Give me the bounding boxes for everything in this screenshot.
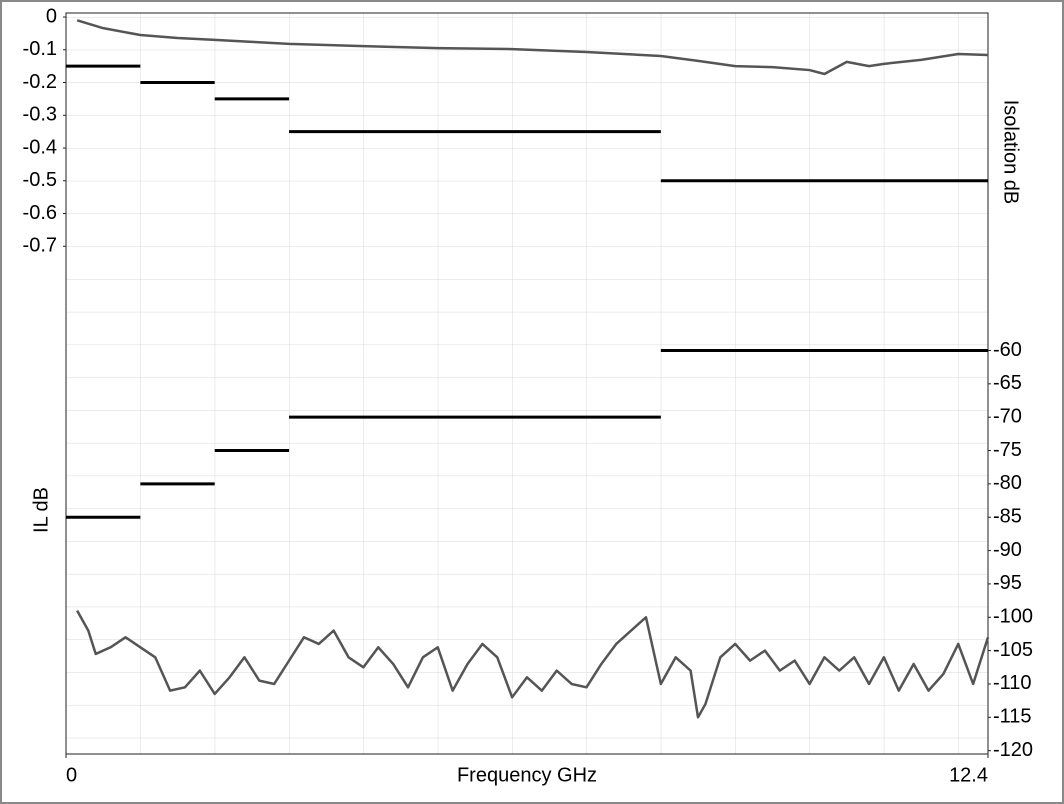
y2-tick-label: -85 [993, 506, 1022, 528]
y-tick-label: -0.7 [23, 235, 57, 257]
y2-tick-label: -70 [993, 405, 1022, 427]
y2-tick-label: -80 [993, 472, 1022, 494]
trace-line [76, 609, 990, 719]
y2-tick-label: -90 [993, 539, 1022, 561]
y2-tick-label: -120 [993, 739, 1033, 761]
y-tick-label: -0.3 [23, 104, 57, 126]
y2-tick-label: -110 [993, 672, 1032, 694]
y-tick-label: -0.6 [23, 202, 57, 224]
y2-tick-label: -75 [993, 439, 1022, 461]
y-tick-label: -0.5 [23, 169, 57, 191]
y2-tick-label: -65 [993, 372, 1022, 394]
y2-tick-label: -95 [993, 572, 1022, 594]
y2-tick-label: -100 [993, 606, 1033, 628]
y-tick-label: -0.4 [23, 136, 57, 158]
x-axis-label: Frequency GHz [457, 764, 597, 786]
y-tick-label: 0 [46, 5, 57, 27]
x-tick-label: 0 [66, 764, 77, 786]
y-tick-label: -0.1 [23, 38, 57, 60]
y-tick-label: -0.2 [23, 71, 57, 93]
y2-tick-label: -105 [993, 639, 1033, 661]
grid [66, 13, 988, 754]
y-axis-label: IL dB [30, 487, 52, 533]
y2-tick-label: -60 [993, 339, 1022, 361]
y2-tick-label: -115 [993, 706, 1032, 728]
y2-axis-label: Isolation dB [1000, 100, 1022, 205]
x-tick-label: 12.4 [949, 764, 988, 786]
trace-line [76, 19, 989, 76]
